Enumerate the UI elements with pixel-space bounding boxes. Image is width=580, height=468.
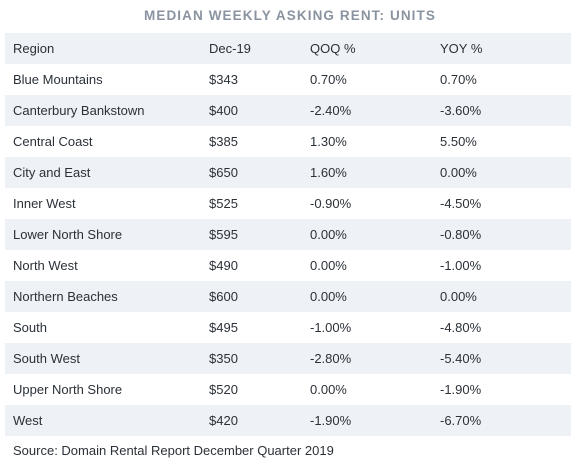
cell-qoq: -1.00% (302, 312, 432, 343)
header-dec-19: Dec-19 (201, 33, 302, 64)
header-qoq: QOQ % (302, 33, 432, 64)
cell-region: Central Coast (5, 126, 201, 157)
cell-yoy: 5.50% (432, 126, 571, 157)
cell-yoy: -1.90% (432, 374, 571, 405)
cell-qoq: 0.00% (302, 374, 432, 405)
cell-yoy: -1.00% (432, 250, 571, 281)
table-row: Upper North Shore $520 0.00% -1.90% (5, 374, 571, 405)
table-row: Northern Beaches $600 0.00% 0.00% (5, 281, 571, 312)
cell-rent: $650 (201, 157, 302, 188)
table-row: South $495 -1.00% -4.80% (5, 312, 571, 343)
table-row: Lower North Shore $595 0.00% -0.80% (5, 219, 571, 250)
cell-region: Upper North Shore (5, 374, 201, 405)
cell-rent: $495 (201, 312, 302, 343)
cell-region: Inner West (5, 188, 201, 219)
cell-rent: $350 (201, 343, 302, 374)
cell-qoq: -1.90% (302, 405, 432, 436)
cell-rent: $595 (201, 219, 302, 250)
cell-yoy: 0.70% (432, 64, 571, 95)
cell-yoy: 0.00% (432, 281, 571, 312)
cell-rent: $490 (201, 250, 302, 281)
cell-qoq: 0.00% (302, 250, 432, 281)
header-region: Region (5, 33, 201, 64)
table-row: West $420 -1.90% -6.70% (5, 405, 571, 436)
cell-rent: $520 (201, 374, 302, 405)
cell-yoy: -0.80% (432, 219, 571, 250)
cell-qoq: 1.30% (302, 126, 432, 157)
cell-rent: $525 (201, 188, 302, 219)
cell-qoq: 0.00% (302, 219, 432, 250)
source-note: Source: Domain Rental Report December Qu… (13, 443, 334, 458)
cell-region: South West (5, 343, 201, 374)
cell-yoy: -3.60% (432, 95, 571, 126)
cell-yoy: -4.80% (432, 312, 571, 343)
cell-rent: $385 (201, 126, 302, 157)
table-row: North West $490 0.00% -1.00% (5, 250, 571, 281)
cell-qoq: 0.00% (302, 281, 432, 312)
cell-qoq: -2.80% (302, 343, 432, 374)
cell-rent: $343 (201, 64, 302, 95)
cell-yoy: -6.70% (432, 405, 571, 436)
table-row: South West $350 -2.80% -5.40% (5, 343, 571, 374)
cell-rent: $600 (201, 281, 302, 312)
cell-yoy: -4.50% (432, 188, 571, 219)
cell-region: Lower North Shore (5, 219, 201, 250)
table-row: Blue Mountains $343 0.70% 0.70% (5, 64, 571, 95)
table-row: Inner West $525 -0.90% -4.50% (5, 188, 571, 219)
cell-region: West (5, 405, 201, 436)
cell-region: Blue Mountains (5, 64, 201, 95)
table-title: MEDIAN WEEKLY ASKING RENT: UNITS (144, 8, 436, 23)
cell-rent: $420 (201, 405, 302, 436)
table-row: Canterbury Bankstown $400 -2.40% -3.60% (5, 95, 571, 126)
cell-region: Canterbury Bankstown (5, 95, 201, 126)
cell-region: Northern Beaches (5, 281, 201, 312)
rent-table: Region Dec-19 QOQ % YOY % Blue Mountains… (5, 33, 571, 436)
cell-region: North West (5, 250, 201, 281)
table-row: Central Coast $385 1.30% 5.50% (5, 126, 571, 157)
header-yoy: YOY % (432, 33, 571, 64)
cell-qoq: -2.40% (302, 95, 432, 126)
cell-yoy: 0.00% (432, 157, 571, 188)
cell-rent: $400 (201, 95, 302, 126)
table-row: City and East $650 1.60% 0.00% (5, 157, 571, 188)
table-header-row: Region Dec-19 QOQ % YOY % (5, 33, 571, 64)
cell-yoy: -5.40% (432, 343, 571, 374)
cell-qoq: -0.90% (302, 188, 432, 219)
cell-qoq: 0.70% (302, 64, 432, 95)
cell-qoq: 1.60% (302, 157, 432, 188)
cell-region: City and East (5, 157, 201, 188)
cell-region: South (5, 312, 201, 343)
